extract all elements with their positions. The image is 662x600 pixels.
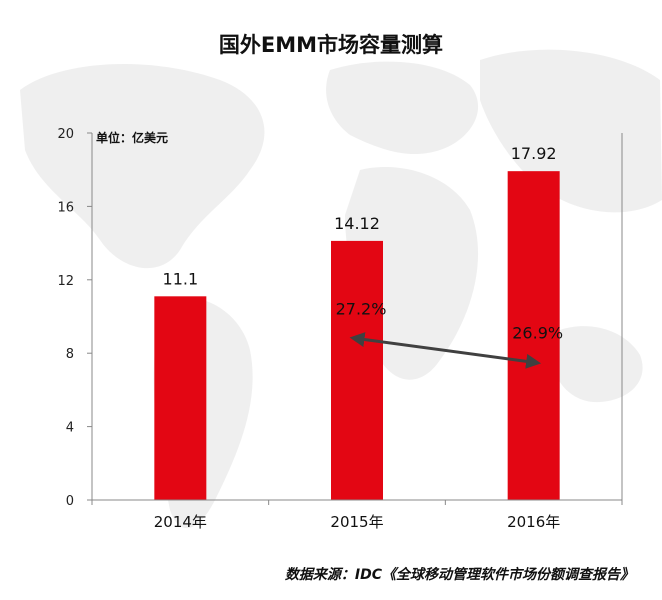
value-label-2: 17.92 xyxy=(511,144,557,163)
y-tick-label: 8 xyxy=(66,347,74,362)
chart-title: 国外EMM市场容量测算 xyxy=(219,33,443,57)
source-note: 数据来源：IDC《全球移动管理软件市场份额调查报告》 xyxy=(285,566,634,583)
category-label-2: 2016年 xyxy=(507,513,560,531)
growth-label-0: 27.2% xyxy=(336,300,387,319)
y-tick-label: 0 xyxy=(66,494,74,509)
category-labels: 2014年 2015年 2016年 xyxy=(154,513,561,531)
category-label-1: 2015年 xyxy=(330,513,383,531)
plot-area: 0 4 8 12 16 20 11.1 14.12 17.92 2014年 2015年 2016年… xyxy=(57,127,623,531)
growth-line: 27.2% 26.9% xyxy=(336,300,563,369)
y-tick-label: 12 xyxy=(57,274,74,289)
value-label-0: 11.1 xyxy=(163,269,199,288)
unit-label: 单位：亿美元 xyxy=(96,130,168,145)
bar-0 xyxy=(154,296,207,500)
y-tick-label: 16 xyxy=(57,200,74,215)
bar-1 xyxy=(331,240,383,500)
map-region-2 xyxy=(326,61,479,155)
y-tick-label: 4 xyxy=(66,421,74,436)
growth-arrow-line xyxy=(349,332,542,369)
growth-label-1: 26.9% xyxy=(512,323,563,342)
map-region-4 xyxy=(480,49,662,213)
y-tick-label: 20 xyxy=(57,127,74,142)
category-label-0: 2014年 xyxy=(154,513,207,531)
value-label-1: 14.12 xyxy=(334,214,380,233)
map-region-5 xyxy=(552,326,643,403)
y-axis-ticks: 0 4 8 12 16 20 xyxy=(57,127,623,509)
map-region-0 xyxy=(20,63,265,269)
value-labels: 11.1 14.12 17.92 xyxy=(163,144,557,288)
